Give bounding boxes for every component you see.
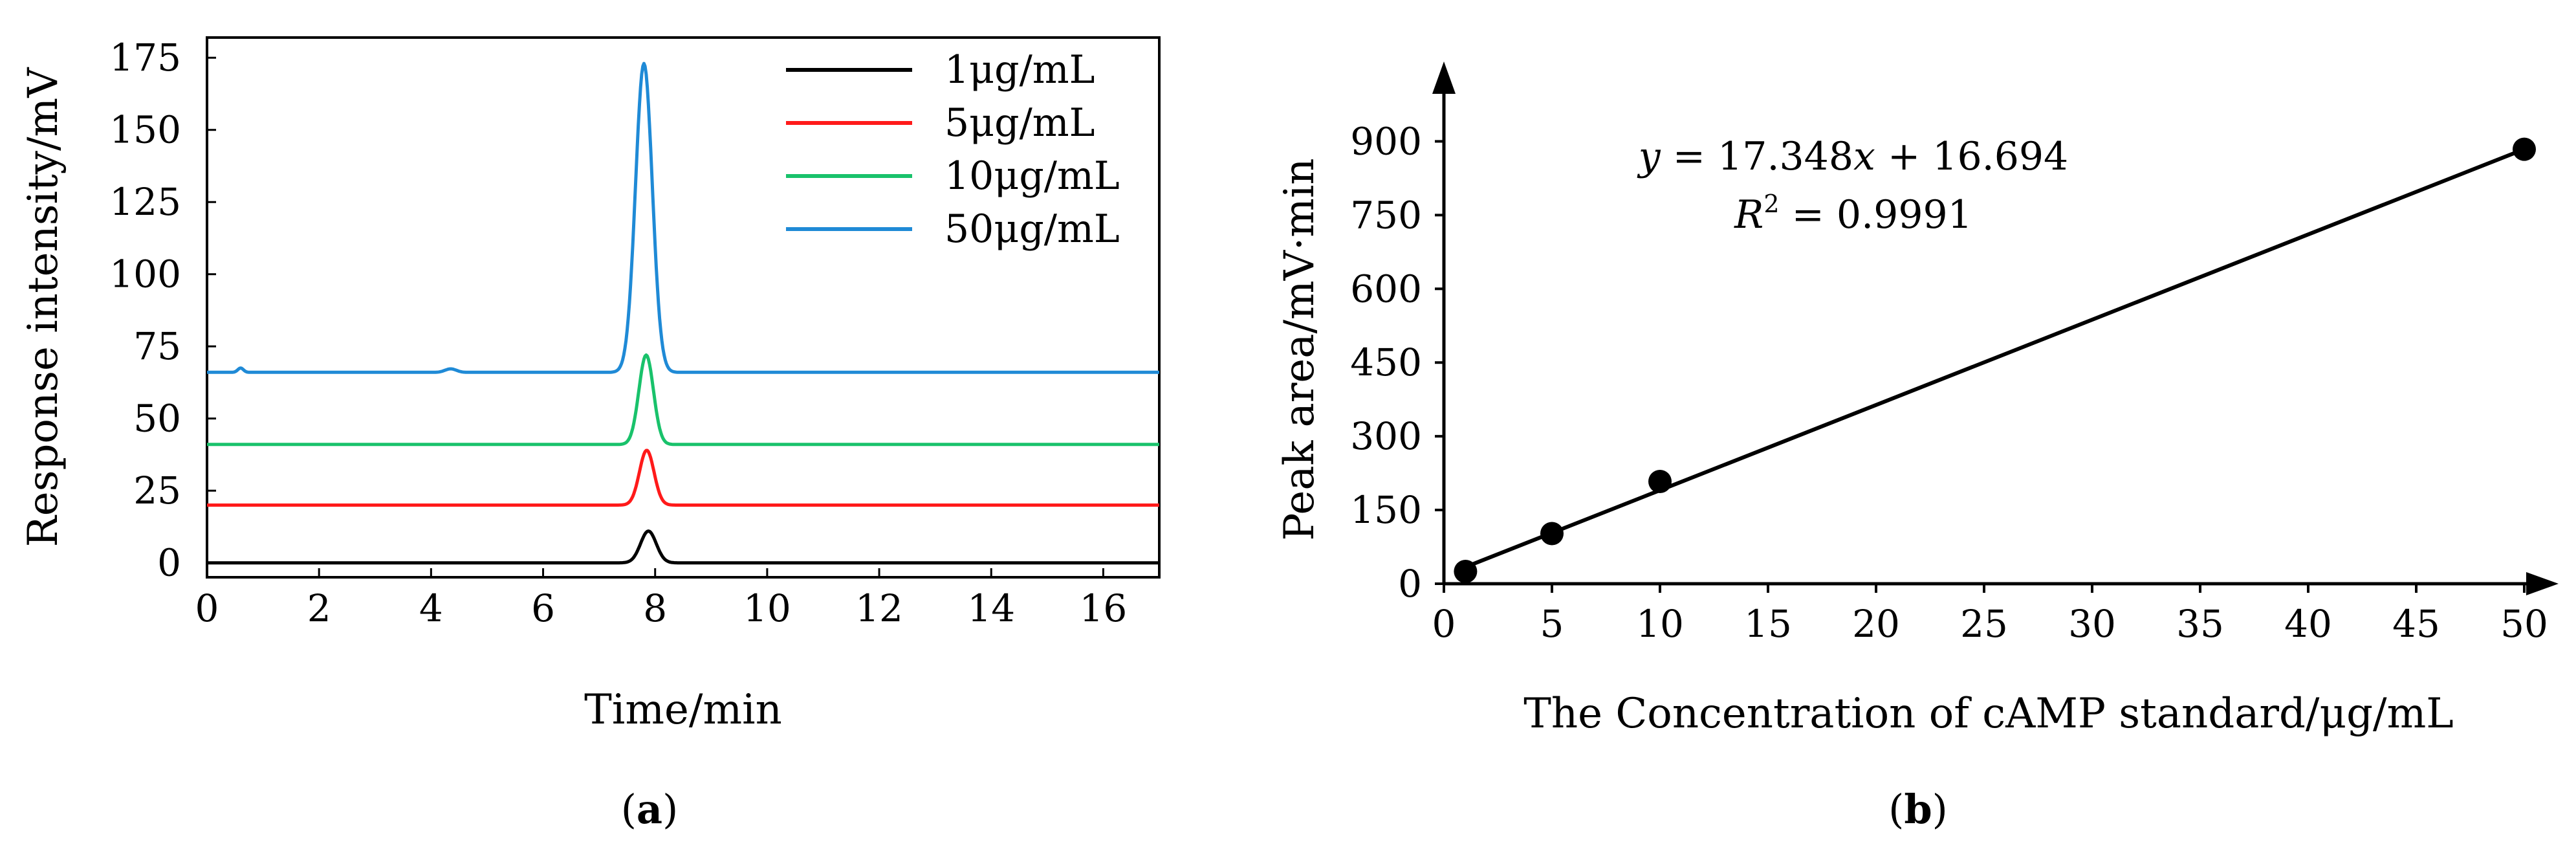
chart-b-x-tick-label: 40 [2284,602,2332,646]
chart-b-y-tick-label: 600 [1350,267,1422,311]
chart-a-series-line-5ugml [206,448,1160,507]
chart-a-x-tick-label: 16 [1080,586,1128,630]
chart-b-x-tick-label: 10 [1636,602,1684,646]
chart-a-x-tick-label: 12 [855,586,903,630]
chart-b-equation: y = 17.348x + 16.694 [1637,134,2068,179]
chart-b-y-tick-label: 900 [1350,119,1422,163]
chart-b-y-axis-label: Peak area/mV·min [1276,158,1324,540]
chart-b-x-tick-label: 0 [1432,602,1456,646]
chart-b-x-tick-label: 35 [2176,602,2224,646]
chart-b-x-axis-label: The Concentration of cAMP standard/μg/mL [1523,690,2454,738]
chart-a-y-tick-label: 50 [133,397,181,441]
chart-a-x-tick-label: 2 [307,586,331,630]
chart-b-fit-line [1465,147,2526,569]
chart-b-x-tick-label: 15 [1744,602,1792,646]
chart-b-x-tick-label: 20 [1852,602,1900,646]
chart-a-y-axis: 0 25 50 75 100 125 150 175 [109,36,216,585]
chart-b-y-axis-arrow [1432,61,1456,94]
chart-b-r-squared: R2 = 0.9991 [1734,190,1972,238]
chart-b-data-point [2513,137,2536,161]
chart-b-data-point [1454,560,1478,584]
chart-a-legend-label: 10μg/mL [944,153,1120,199]
chart-b-fit-group [1465,147,2526,569]
chart-a-series [206,61,1160,565]
chart-b-x-tick-label: 45 [2392,602,2440,646]
chart-b-x-tick-label: 5 [1540,602,1564,646]
chart-a-x-tick-label: 6 [531,586,555,630]
chart-a-x-axis: 0 2 4 6 8 10 12 14 16 [195,568,1128,630]
chart-a-x-tick-label: 14 [967,586,1015,630]
chart-b-data-point [1540,522,1564,546]
chart-a-legend-label: 1μg/mL [944,47,1095,93]
chart-b-x-axis-arrow [2526,572,2559,595]
chart-b-x-tick-label: 50 [2500,602,2548,646]
chart-a-y-tick-label: 100 [109,252,181,296]
chart-a-legend: 1μg/mL 5μg/mL 10μg/mL 50μg/mL [786,47,1120,252]
chart-b-x-axis: 0 5 10 15 20 25 30 35 40 45 50 [1432,584,2548,646]
chart-a-y-axis-label: Response intensity/mV [19,67,67,547]
chart-b-y-axis: 0 150 300 450 600 750 900 [1350,119,1444,606]
chart-b-y-tick-label: 450 [1350,340,1422,384]
chart-a-legend-label: 50μg/mL [944,206,1120,252]
chart-a-y-tick-label: 175 [109,36,181,80]
chart-a-y-tick-label: 75 [133,324,181,368]
chart-a-x-tick-label: 8 [643,586,667,630]
chart-b: 0 5 10 15 20 25 30 35 40 45 50 0 150 300 450 600 750 900… [1276,61,2559,738]
chart-b-data-point [1648,470,1672,494]
chart-a-x-tick-label: 4 [419,586,443,630]
chart-b-y-tick-label: 300 [1350,414,1422,458]
chart-b-points [1454,137,2536,584]
chart-b-x-tick-label: 25 [1960,602,2008,646]
chart-a-x-tick-label: 0 [195,586,219,630]
chart-a-series-line-50ugml [206,61,1160,374]
panel-label-b: (b) [1888,786,1948,833]
chart-a-plot-frame [206,36,1161,579]
chart-a-y-tick-label: 25 [133,469,181,513]
chart-a-x-tick-label: 10 [743,586,791,630]
chart-a-series-line-1ugml [206,529,1160,565]
chart-a: 0 2 4 6 8 10 12 14 16 0 25 50 75 100 125 150 175 Time/m… [19,36,1161,734]
chart-b-y-tick-label: 750 [1350,193,1422,237]
panel-label-a: (a) [621,786,679,833]
chart-a-y-tick-label: 0 [157,541,181,585]
chart-a-legend-label: 5μg/mL [944,100,1095,146]
chart-a-series-line-10ugml [206,353,1160,447]
chart-a-x-axis-label: Time/min [584,686,782,734]
chart-a-y-tick-label: 125 [109,180,181,224]
chart-b-y-tick-label: 150 [1350,488,1422,532]
chart-a-y-tick-label: 150 [109,108,181,152]
chart-b-x-tick-label: 30 [2068,602,2116,646]
chart-b-y-tick-label: 0 [1398,562,1422,606]
